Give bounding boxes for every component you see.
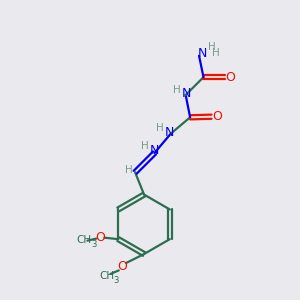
Text: N: N	[150, 144, 159, 157]
Text: H: H	[156, 123, 164, 133]
Text: O: O	[117, 260, 127, 273]
Text: CH: CH	[77, 235, 92, 245]
Text: CH: CH	[99, 271, 115, 281]
Text: 3: 3	[114, 276, 119, 285]
Text: H: H	[173, 85, 181, 95]
Text: H: H	[125, 165, 133, 175]
Text: N: N	[197, 47, 207, 60]
Text: O: O	[225, 71, 235, 84]
Text: O: O	[212, 110, 222, 123]
Text: H: H	[208, 42, 215, 52]
Text: H: H	[212, 48, 219, 59]
Text: 3: 3	[91, 240, 97, 249]
Text: N: N	[182, 87, 191, 100]
Text: O: O	[95, 231, 105, 244]
Text: H: H	[141, 141, 149, 152]
Text: N: N	[165, 126, 174, 139]
